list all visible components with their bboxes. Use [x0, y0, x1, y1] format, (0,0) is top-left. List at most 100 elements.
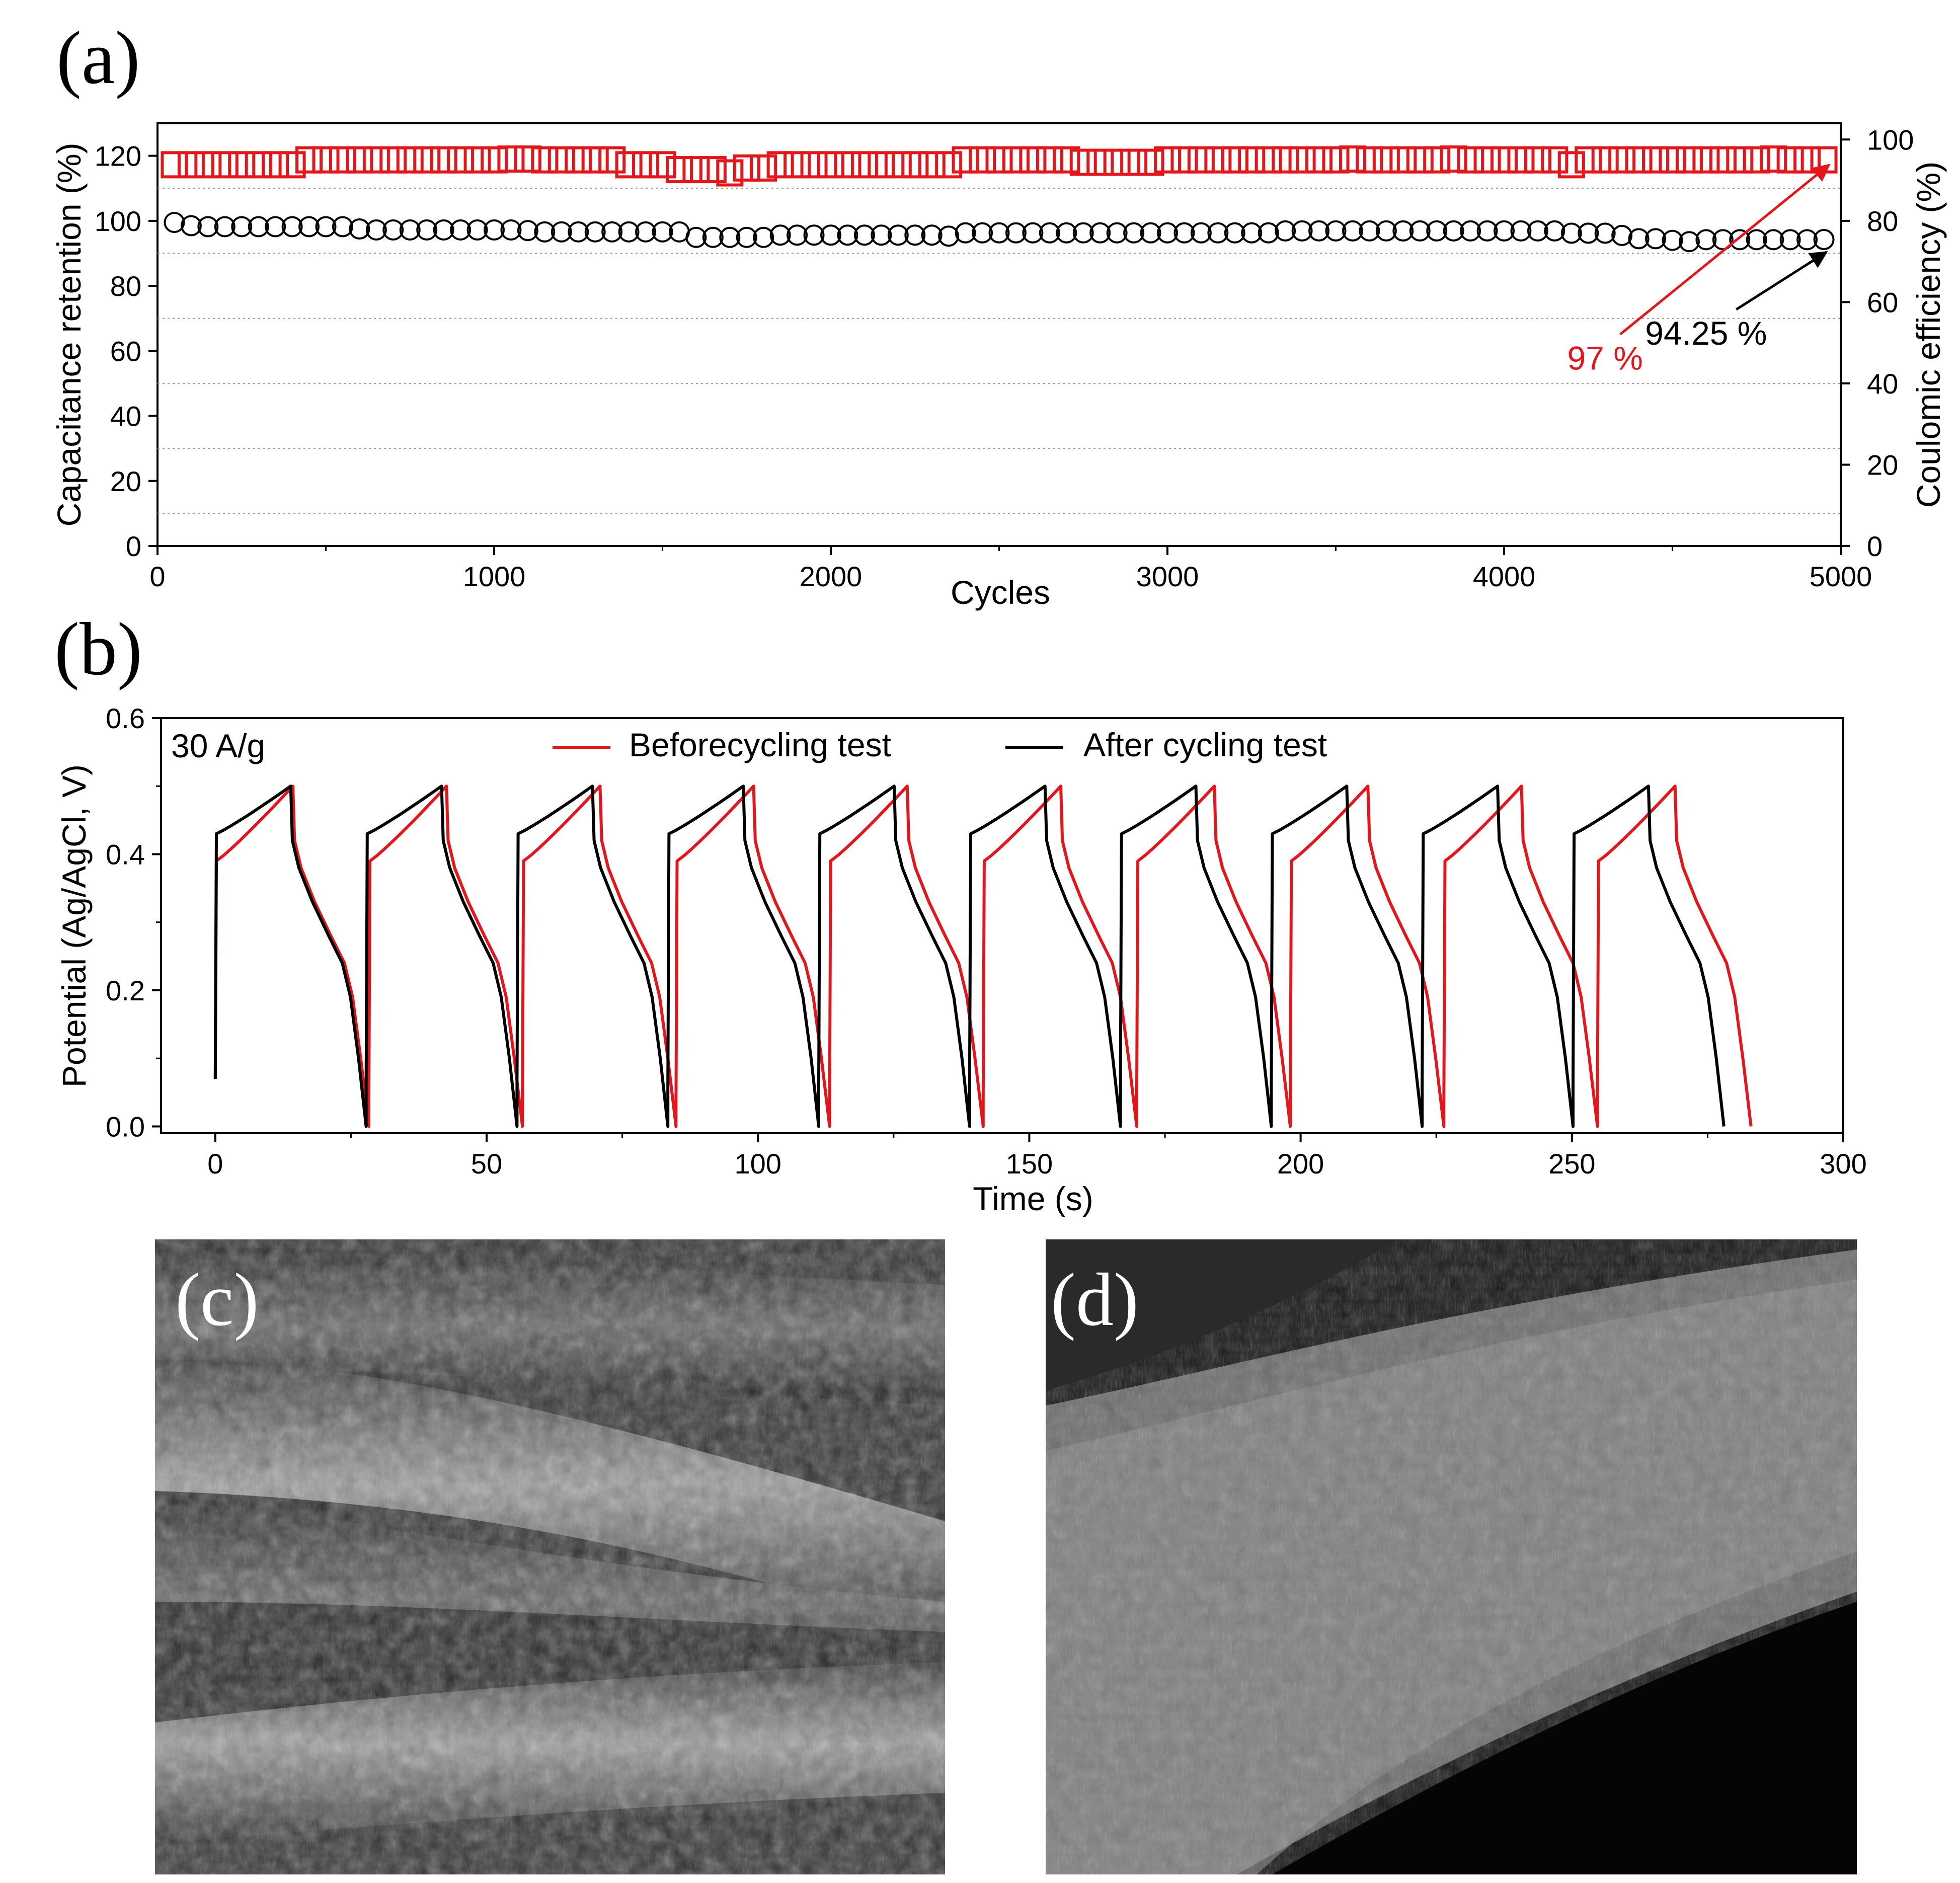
x-tick-label: 3000	[1136, 561, 1199, 592]
capacitance-retention-point	[601, 221, 623, 243]
capacitance-retention-point	[1544, 220, 1565, 242]
coulombic-efficiency-point	[379, 146, 407, 174]
coulombic-efficiency-point	[581, 146, 609, 174]
coulombic-efficiency-point	[834, 151, 861, 179]
coulombic-efficiency-point	[329, 146, 356, 174]
capacitance-retention-point	[635, 221, 657, 243]
capacitance-retention-point	[1746, 229, 1767, 251]
capacitance-retention-point	[1106, 222, 1128, 244]
coulombic-efficiency-point	[1507, 146, 1535, 174]
capacitance-retention-point	[568, 221, 589, 243]
capacitance-retention-point	[1359, 220, 1380, 242]
capacitance-retention-point	[652, 221, 673, 243]
capacitance-retention-point	[1796, 229, 1818, 251]
coulombic-efficiency-point	[1440, 145, 1467, 173]
coulombic-efficiency-point	[1356, 146, 1383, 174]
capacitance-retention-point	[1157, 222, 1178, 244]
coulombic-efficiency-point	[514, 145, 541, 173]
capacitance-retention-point	[1409, 220, 1431, 242]
coulombic-efficiency-point	[1204, 146, 1232, 174]
y-tick-label: 60	[110, 335, 141, 367]
coulombic-efficiency-point	[850, 151, 878, 179]
capacitance-retention-point	[517, 220, 538, 242]
capacitance-retention-point	[180, 215, 202, 237]
coulombic-efficiency-point	[1019, 146, 1047, 174]
coulombic-efficiency-point	[1272, 146, 1299, 174]
capacitance-retention-point	[164, 212, 185, 233]
capacitance-retention-point	[281, 216, 303, 238]
capacitance-retention-point	[1039, 222, 1060, 244]
coulombic-efficiency-point	[396, 146, 424, 174]
coulombic-efficiency-point	[295, 146, 323, 174]
coulombic-efficiency-point	[952, 146, 979, 174]
capacitance-retention-point	[1662, 229, 1683, 251]
annotation-arrow-red	[1619, 164, 1831, 336]
y2-tick-label: 20	[1867, 449, 1898, 481]
coulombic-efficiency-point	[1642, 146, 1670, 174]
capacitance-retention-point	[1494, 220, 1515, 242]
capacitance-retention-point	[1763, 229, 1784, 251]
capacitance-retention-point	[332, 216, 353, 238]
y2-tick-label: 40	[1867, 368, 1898, 400]
y-tick-label: 40	[110, 401, 141, 432]
capacitance-retention-point	[1207, 222, 1229, 244]
capacitance-retention-point	[551, 221, 572, 243]
coulombic-efficiency-point	[497, 145, 525, 173]
coulombic-efficiency-point	[1372, 146, 1400, 174]
capacitance-retention-point	[1325, 220, 1347, 242]
capacitance-retention-point	[837, 224, 858, 246]
capacitance-retention-point	[1342, 220, 1363, 242]
y-tick-label: 0	[126, 530, 141, 562]
coulombic-efficiency-point	[1793, 146, 1821, 174]
annotation-94-25-percent: 94.25 %	[1645, 315, 1767, 352]
capacitance-retention-point	[1258, 222, 1279, 244]
capacitance-retention-point	[1510, 220, 1532, 242]
legend-black-label: After cycling test	[1083, 726, 1327, 763]
after-cycling-curve	[213, 784, 1726, 1128]
coulombic-efficiency-point	[1221, 146, 1248, 174]
coulombic-efficiency-point	[1743, 146, 1770, 174]
y-tick-label: 0.2	[106, 975, 145, 1006]
capacitance-retention-point	[1123, 222, 1145, 244]
coulombic-efficiency-point	[1491, 146, 1518, 174]
coulombic-efficiency-point	[245, 151, 272, 179]
coulombic-efficiency-point	[430, 146, 457, 174]
capacitance-retention-point	[820, 224, 841, 246]
coulombic-efficiency-point	[1760, 145, 1787, 173]
coulombic-efficiency-point	[346, 146, 373, 174]
coulombic-efficiency-point	[1187, 146, 1215, 174]
y2-tick-label: 60	[1867, 286, 1898, 318]
coulombic-efficiency-point	[1575, 146, 1602, 174]
capacitance-retention-point	[618, 221, 640, 243]
capacitance-retention-point	[1426, 220, 1448, 242]
coulombic-efficiency-point	[1557, 151, 1585, 179]
coulombic-efficiency-point	[1339, 145, 1366, 173]
capacitance-retention-point	[1375, 220, 1397, 242]
capacitance-retention-point	[685, 226, 707, 248]
y-tick-label: 100	[95, 205, 141, 237]
coulombic-efficiency-point	[699, 156, 727, 184]
coulombic-efficiency-point	[901, 151, 929, 179]
chart-a: 0 1000 2000 3000 4000 5000 0 20 40 60 80 100 120 0 2…	[50, 122, 1947, 611]
capacitance-retention-point	[197, 216, 219, 238]
x-tick-label: 4000	[1473, 561, 1536, 592]
capacitance-retention-point	[1089, 222, 1111, 244]
coulombic-efficiency-point	[1389, 146, 1417, 174]
coulombic-efficiency-point	[1692, 146, 1720, 174]
capacitance-retention-point	[1275, 220, 1296, 242]
coulombic-efficiency-point	[262, 151, 289, 179]
chart-b-xlabel: Time (s)	[973, 1180, 1093, 1217]
coulombic-efficiency-point	[1608, 146, 1636, 174]
capacitance-retention-point	[214, 216, 236, 238]
x-tick-label: 50	[471, 1148, 502, 1180]
panel-label-a: (a)	[56, 16, 140, 100]
capacitance-retention-point	[484, 219, 505, 241]
capacitance-retention-point	[1173, 222, 1195, 244]
coulombic-efficiency-point	[918, 151, 946, 179]
coulombic-efficiency-point	[1473, 146, 1501, 174]
y2-tick-label: 100	[1867, 124, 1914, 155]
capacitance-retention-point	[1190, 222, 1212, 244]
capacitance-retention-point	[803, 224, 825, 246]
before-cycling-curve	[213, 784, 1753, 1128]
coulombic-efficiency-point	[278, 151, 306, 179]
